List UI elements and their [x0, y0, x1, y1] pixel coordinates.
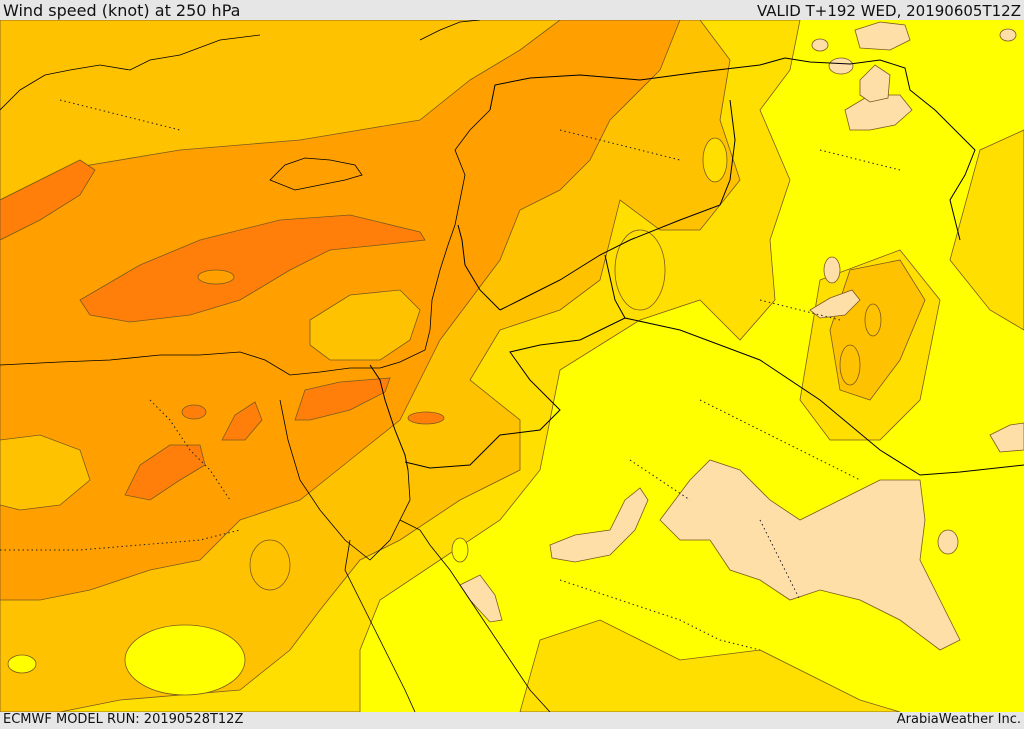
wind-band-light-12 — [999, 28, 1017, 42]
footer-bar: ECMWF MODEL RUN: 20190528T12Z ArabiaWeat… — [0, 712, 1024, 729]
wind-band-gold-pocket-6 — [864, 303, 882, 337]
model-run-label: ECMWF MODEL RUN: 20190528T12Z — [3, 712, 244, 727]
wind-band-dark-orange-6 — [181, 404, 207, 420]
wind-band-light — [659, 459, 961, 651]
wind-band-gold-pocket-4 — [249, 539, 291, 591]
wind-band-gold-pocket-2 — [702, 137, 728, 183]
wind-band-gold-pocket-5 — [839, 344, 861, 386]
country-borders — [369, 57, 1024, 476]
map-title: Wind speed (knot) at 250 hPa — [3, 1, 241, 20]
wind-band-amber-pocket-2 — [0, 434, 91, 511]
wind-band-light-8 — [989, 422, 1024, 453]
provider-label: ArabiaWeather Inc. — [896, 712, 1021, 727]
coastlines — [0, 20, 551, 712]
wind-band-dark-orange-5 — [221, 401, 263, 441]
wind-band-amber-pocket — [309, 289, 421, 361]
wind-band-light-10 — [828, 57, 854, 75]
header-bar: Wind speed (knot) at 250 hPa VALID T+192… — [0, 0, 1024, 20]
wind-band-dark-orange-4 — [124, 444, 206, 501]
wind-band-light-2 — [549, 487, 649, 563]
wind-speed-map — [0, 20, 1024, 712]
wind-band-light-11 — [937, 529, 959, 555]
wind-band-amber-center — [197, 269, 235, 285]
wind-band-dark-orange-2 — [0, 159, 96, 241]
wind-band-gold-pocket-3 — [124, 624, 246, 696]
wind-band-light-5 — [859, 64, 891, 103]
wind-band-light-4 — [854, 21, 911, 51]
internal-boundaries — [0, 99, 901, 651]
wind-band-dark-orange — [79, 214, 426, 323]
valid-time-label: VALID T+192 WED, 20190605T12Z — [756, 2, 1021, 20]
wind-band-gold-pocket — [614, 229, 666, 311]
wind-band-yellow-pocket-2 — [451, 537, 469, 563]
wind-band-light-6 — [809, 289, 861, 319]
wind-band-yellow-pocket — [7, 654, 37, 674]
wind-band-dark-orange-3 — [294, 377, 391, 421]
wind-band-dark-orange-7 — [407, 411, 445, 425]
wind-band-light-9 — [823, 256, 841, 284]
wind-band-light-13 — [811, 38, 829, 52]
